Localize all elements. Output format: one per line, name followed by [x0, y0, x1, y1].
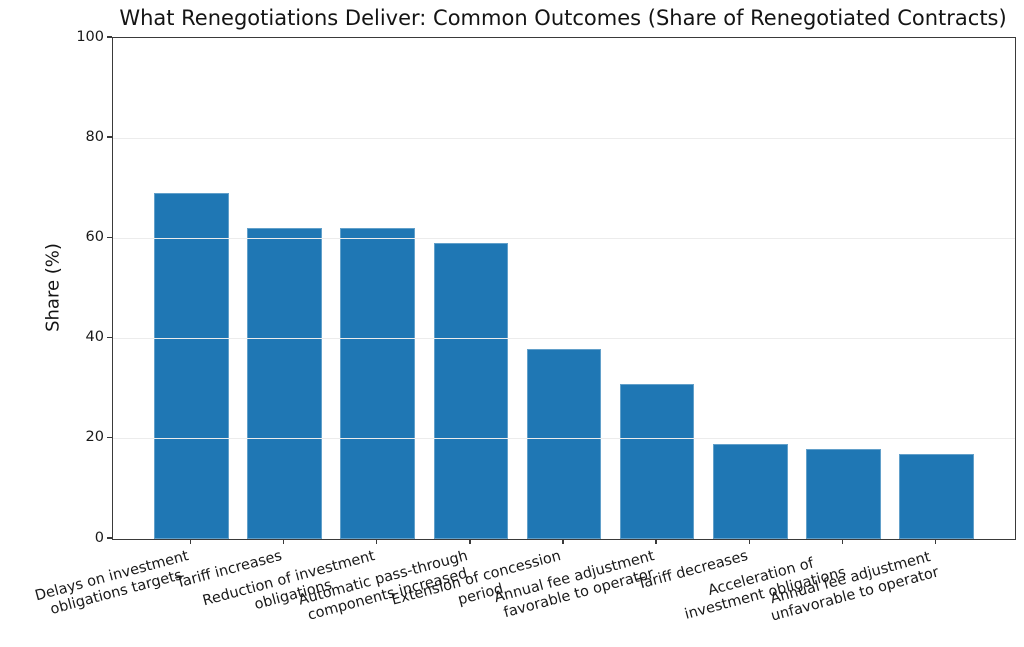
x-tick-mark-8 — [935, 539, 937, 544]
y-tick-mark-20 — [107, 437, 112, 439]
y-tick-label-60: 60 — [85, 228, 104, 245]
bar-0 — [154, 193, 229, 539]
gridline-y-40 — [113, 338, 1015, 340]
gridline-y-80 — [113, 137, 1015, 139]
x-tick-mark-0 — [189, 539, 191, 544]
bar-1 — [247, 228, 322, 539]
x-tick-mark-6 — [748, 539, 751, 544]
y-axis-label: Share (%) — [42, 243, 64, 332]
y-tick-label-80: 80 — [85, 128, 104, 145]
x-tick-mark-3 — [469, 539, 471, 544]
x-tick-label-0: Delays on investment obligations targets — [33, 548, 191, 618]
x-tick-mark-1 — [282, 539, 285, 544]
bar-7 — [806, 448, 881, 539]
bar-2 — [340, 228, 415, 539]
gridline-y-20 — [113, 438, 1015, 440]
plot-area — [112, 37, 1016, 540]
x-tick-mark-5 — [655, 539, 657, 544]
y-tick-label-0: 0 — [94, 529, 104, 546]
y-tick-label-100: 100 — [76, 28, 104, 45]
bar-5 — [619, 383, 695, 539]
y-tick-mark-0 — [107, 537, 112, 539]
y-tick-mark-40 — [107, 336, 112, 339]
y-tick-mark-60 — [107, 236, 112, 239]
y-tick-mark-100 — [107, 36, 112, 38]
bar-6 — [713, 443, 788, 539]
bar-4 — [526, 348, 602, 539]
bar-8 — [899, 453, 974, 539]
x-tick-mark-4 — [562, 539, 564, 544]
chart-title: What Renegotiations Deliver: Common Outc… — [119, 6, 1007, 30]
x-tick-mark-2 — [375, 539, 378, 544]
bar-3 — [433, 243, 509, 539]
y-tick-mark-80 — [107, 136, 112, 138]
y-tick-label-40: 40 — [85, 329, 104, 346]
y-tick-label-20: 20 — [85, 429, 104, 446]
gridline-y-60 — [113, 237, 1015, 239]
x-tick-mark-7 — [841, 539, 844, 544]
